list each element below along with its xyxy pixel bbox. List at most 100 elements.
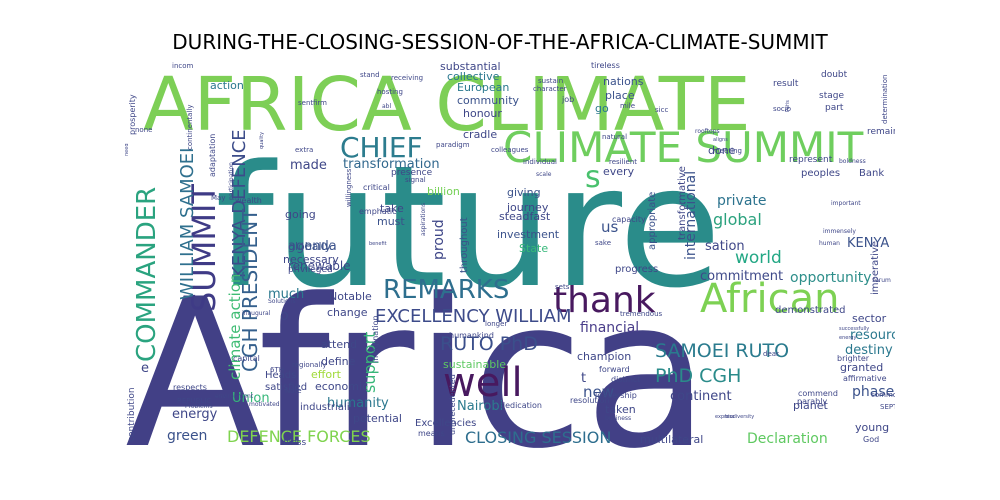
word-multilateral-75: multilateral [640, 433, 703, 446]
word-commander-8: COMMANDER [132, 187, 162, 362]
word-aligns-193: aligns [713, 137, 728, 143]
word-excellencies-97: Excellencies [415, 418, 476, 429]
word-private-32: private [717, 193, 767, 209]
word-granted-87: granted [840, 361, 883, 374]
word-natural-139: natural [602, 133, 627, 141]
word-successfully-191: successfully [839, 326, 869, 332]
word-environment-165: environment [215, 393, 254, 400]
word-opportunity-28: opportunity [790, 270, 872, 286]
word-benefit-187: benefit [369, 241, 387, 247]
word-billion-58: billion [427, 185, 460, 198]
word-none-161: none [135, 126, 152, 134]
word-action-70: action [210, 79, 244, 92]
word-unprecedented-124: unprecedented [448, 374, 457, 435]
word-problems-167: Problems [185, 403, 213, 410]
chart-title: DURING-THE-CLOSING-SESSION-OF-THE-AFRICA… [172, 30, 828, 54]
word-new-36: new [583, 383, 614, 401]
word-sake-177: sake [595, 239, 611, 247]
word-tremendous-136: tremendous [620, 310, 663, 318]
word-scale-182: scale [536, 171, 552, 178]
word-nairobi-42: Nairobi [457, 399, 503, 414]
word-destiny-51: destiny [845, 343, 893, 358]
word-character-142: character [533, 85, 567, 93]
word-longer-137: longer [485, 320, 507, 328]
word-substantial-65: substantial [440, 60, 501, 73]
word-attend-78: attend [321, 338, 357, 351]
word-defence-forces-19: DEFENCE FORCES [227, 427, 371, 446]
word-collective-63: collective [447, 70, 500, 83]
word-necessary-47: necessary [283, 253, 339, 266]
word-contribution-109: contribution [127, 387, 137, 442]
word-inaugural-168: inaugural [242, 310, 271, 317]
word-us-23: us [601, 218, 619, 236]
word-well-6: well [443, 360, 523, 406]
word-international-33: international [683, 171, 699, 260]
word-quality-186: quality [259, 132, 265, 149]
word-mile-179: mile [620, 102, 635, 110]
word-meeting-140: meeting [713, 147, 742, 155]
word-chief-10: CHIEF [340, 131, 423, 164]
word-wealth-111: wealth [235, 196, 262, 205]
word-socio-180: socio [773, 105, 791, 113]
word-individual-157: individual [523, 158, 557, 166]
word-declaration-21: Declaration [747, 431, 828, 447]
word-abl-184: abl [382, 103, 391, 110]
word-place-71: place [605, 89, 635, 102]
word-capital-127: capital [233, 354, 260, 363]
word-resilient-158: resilient [609, 158, 637, 166]
word-steadfast-61: steadfast [499, 210, 551, 223]
word-energy-192: energy [839, 335, 856, 341]
word-humankind-121: humankind [449, 331, 494, 340]
word-giving-57: giving [507, 186, 541, 199]
word-support-24: support [360, 332, 379, 393]
word-emphatic-115: emphatic [359, 207, 397, 216]
word-means-125: means [418, 429, 445, 438]
word-green-38: green [167, 428, 207, 444]
word-express-189: express [715, 414, 735, 420]
word-much-43: much [268, 287, 304, 302]
word-globally-45: globally [288, 240, 332, 253]
word-transformation-29: transformation [343, 157, 440, 172]
word-commitment-27: commitment [700, 269, 783, 284]
word-excellency-william-11: EXCELLENCY WILLIAM [375, 306, 572, 327]
word-firm-148: firm [313, 99, 327, 107]
word-africa-0: Africa [125, 256, 710, 450]
word-change-77: change [327, 306, 368, 319]
word-nations-64: nations [603, 75, 644, 88]
word-continentally-151: continentally [186, 104, 194, 150]
word-participation-152: participation [228, 162, 235, 200]
word-global-26: global [713, 210, 762, 229]
word-doubt-107: doubt [821, 70, 848, 80]
word-biodiversity-190: biodiversity [725, 414, 754, 420]
word-economic-81: economic [315, 380, 368, 393]
word-sets-138: sets [555, 283, 570, 291]
word-investment-55: investment [497, 228, 560, 241]
word-imagination-122: imagination [371, 315, 380, 363]
word-forward-117: forward [599, 365, 630, 374]
word-bank-101: Bank [859, 168, 884, 179]
word-union-40: Union [232, 391, 270, 406]
word-future-1: future [215, 129, 722, 325]
word-may-178: May [211, 194, 225, 202]
word-human-174: human [819, 240, 840, 247]
word-phase-49: phase [852, 384, 894, 400]
word-receiving-146: receiving [391, 74, 423, 82]
word-brighter-132: brighter [837, 354, 870, 363]
word-sustain-141: sustain [538, 77, 563, 85]
word-adaptation-112: adaptation [208, 134, 217, 177]
word-parably-134: parably [797, 397, 827, 406]
word-young-89: young [855, 421, 889, 434]
word-dedication-123: dedication [500, 401, 542, 410]
word-proud-34: proud [431, 219, 447, 260]
word-taken-90: taken [605, 403, 636, 416]
word-progress-91: progress [615, 264, 658, 275]
word-appropriate-99: appropriate [647, 192, 658, 250]
word-resource-50: resource [850, 328, 895, 343]
word-thank-5: thank [553, 280, 656, 321]
word-phd-cgh-18: PhD CGH [655, 365, 741, 387]
word-need-185: need [125, 144, 130, 157]
word-god-135: God [863, 435, 879, 444]
word-part-106: part [825, 103, 844, 113]
word-sation-52: sation [705, 239, 745, 254]
word-presence-113: presence [391, 168, 433, 178]
